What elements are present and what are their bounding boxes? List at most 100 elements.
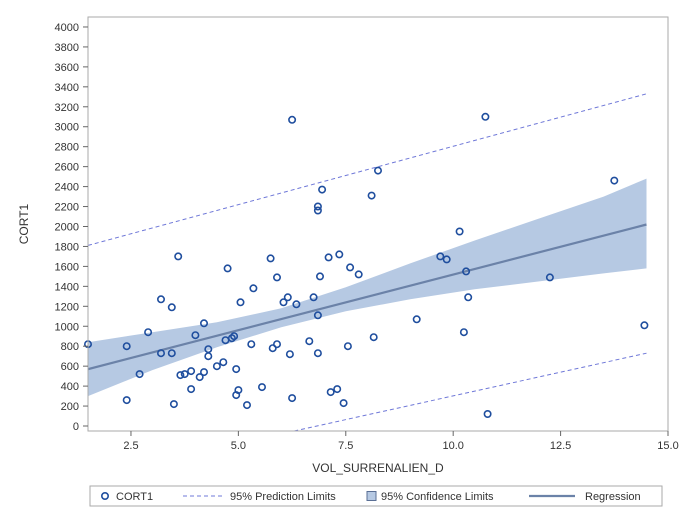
- y-tick-label: 3000: [55, 122, 79, 134]
- y-tick-label: 2800: [55, 142, 79, 154]
- y-tick-label: 2600: [55, 162, 79, 174]
- upper-prediction-limit: [88, 93, 647, 246]
- legend-marker-icon: [101, 491, 110, 500]
- y-tick-label: 400: [61, 381, 79, 393]
- y-tick-label: 1600: [55, 261, 79, 273]
- data-point: [483, 409, 492, 418]
- data-point: [313, 206, 322, 215]
- data-point: [180, 370, 189, 379]
- data-point: [212, 362, 221, 371]
- data-point: [272, 273, 281, 282]
- data-point: [610, 176, 619, 185]
- y-tick-label: 800: [61, 341, 79, 353]
- x-tick-label: 15.0: [657, 440, 678, 452]
- legend-label-prediction: 95% Prediction Limits: [230, 491, 336, 503]
- y-tick-label: 1000: [55, 321, 79, 333]
- data-point: [343, 342, 352, 351]
- data-point: [236, 298, 245, 307]
- y-axis: 0 200 400 600 800 1000 1200 1400 1600 1800 2000 220…: [55, 22, 88, 433]
- data-point: [219, 358, 228, 367]
- y-tick-label: 1400: [55, 281, 79, 293]
- data-point: [545, 273, 554, 282]
- data-point: [309, 293, 318, 302]
- y-tick-label: 3400: [55, 82, 79, 94]
- y-tick-label: 2400: [55, 182, 79, 194]
- y-tick-label: 200: [61, 401, 79, 413]
- legend-label-regression: Regression: [585, 491, 641, 503]
- data-point: [174, 252, 183, 261]
- x-tick-label: 10.0: [442, 440, 463, 452]
- x-axis: 2.5 5.0 7.5 10.0 12.5 15.0: [123, 431, 679, 452]
- data-point: [279, 298, 288, 307]
- legend: CORT1 95% Prediction Limits 95% Confiden…: [89, 485, 663, 507]
- data-point: [292, 300, 301, 309]
- data-point: [464, 293, 473, 302]
- data-point: [135, 370, 144, 379]
- data-point: [305, 337, 314, 346]
- y-tick-label: 0: [73, 421, 79, 433]
- data-point: [324, 253, 333, 262]
- data-point: [268, 344, 277, 353]
- data-point: [640, 321, 649, 330]
- plot-frame: [87, 16, 669, 432]
- data-point: [333, 385, 342, 394]
- data-point: [442, 255, 451, 264]
- data-point: [313, 311, 322, 320]
- data-point: [318, 185, 327, 194]
- data-point: [326, 388, 335, 397]
- y-tick-label: 4000: [55, 22, 79, 34]
- data-point: [122, 396, 131, 405]
- legend-band-swatch-icon: [366, 491, 377, 501]
- y-tick-label: 3200: [55, 102, 79, 114]
- data-point: [169, 400, 178, 409]
- data-point: [313, 349, 322, 358]
- data-point: [200, 319, 209, 328]
- y-tick-label: 1200: [55, 301, 79, 313]
- x-tick-label: 5.0: [231, 440, 246, 452]
- data-point: [167, 349, 176, 358]
- data-point: [243, 401, 252, 410]
- data-point: [230, 332, 239, 341]
- line-layer: [88, 93, 647, 431]
- data-point: [354, 270, 363, 279]
- x-tick-label: 12.5: [550, 440, 571, 452]
- data-point: [157, 295, 166, 304]
- data-point: [436, 252, 445, 261]
- x-tick-label: 7.5: [338, 440, 353, 452]
- data-point: [462, 267, 471, 276]
- data-point: [167, 303, 176, 312]
- data-point: [412, 315, 421, 324]
- data-point: [272, 340, 281, 349]
- data-point: [288, 115, 297, 124]
- data-point: [285, 350, 294, 359]
- data-point: [144, 328, 153, 337]
- y-tick-label: 2000: [55, 221, 79, 233]
- data-point: [157, 349, 166, 358]
- data-point: [313, 202, 322, 211]
- data-point: [195, 373, 204, 382]
- legend-label-cort1: CORT1: [116, 491, 153, 503]
- data-point: [367, 191, 376, 200]
- data-point: [288, 394, 297, 403]
- y-tick-label: 3600: [55, 62, 79, 74]
- data-point: [200, 368, 209, 377]
- y-tick-label: 600: [61, 361, 79, 373]
- data-point: [204, 352, 213, 361]
- data-point: [455, 227, 464, 236]
- x-tick-label: 2.5: [123, 440, 138, 452]
- regression-line: [88, 223, 647, 371]
- y-axis-title: CORT1: [17, 203, 31, 244]
- data-point: [234, 386, 243, 395]
- data-point: [373, 166, 382, 175]
- data-point: [481, 112, 490, 121]
- data-point: [339, 399, 348, 408]
- data-point: [315, 272, 324, 281]
- data-point: [122, 342, 131, 351]
- data-point: [369, 333, 378, 342]
- data-point: [459, 328, 468, 337]
- data-point: [283, 293, 292, 302]
- data-point: [335, 250, 344, 259]
- data-point: [176, 371, 185, 380]
